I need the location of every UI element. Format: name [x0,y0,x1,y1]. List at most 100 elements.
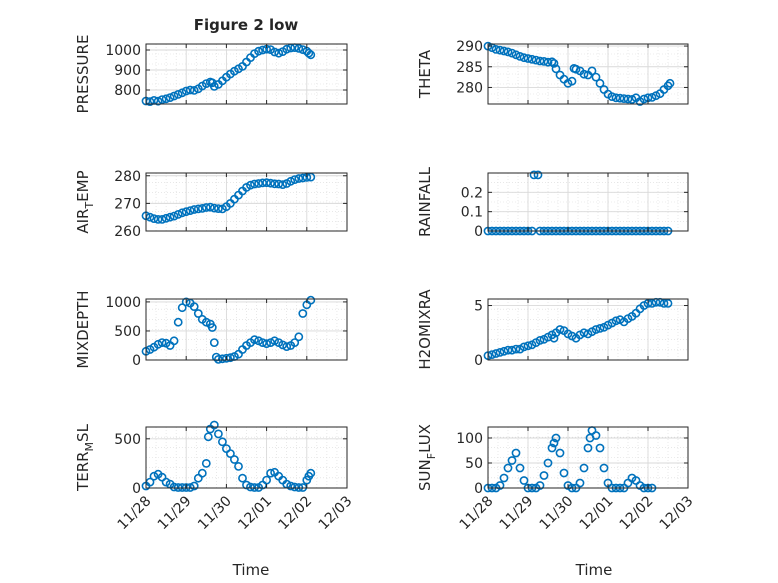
data-point [611,316,621,326]
data-point [611,93,621,103]
data-point [507,48,517,58]
data-point [579,69,589,79]
ylabel-mixdepth: MIXDEPTH [74,290,92,368]
data-point [665,78,675,88]
data-point [306,468,316,478]
data-point [181,86,191,96]
grid-sun_flux [487,427,689,489]
data-point [254,46,263,56]
data-point [258,45,267,55]
data-point [599,463,609,473]
panel-mixdepth: 0 500 1000 MIXDEPTH [74,290,348,369]
panel-h2omixra: 0 5 H2OMIXRA [416,289,689,370]
ylabel-theta: THETA [416,49,434,99]
data-point [153,96,163,106]
data-point [262,475,271,485]
data-point [511,344,521,354]
y-tick-label: 0 [474,353,483,369]
xlabel-left: Time [232,561,270,579]
data-point [555,448,565,458]
ylabel-h2omixra: H2OMIXRA [416,289,434,370]
data-point [519,53,529,63]
data-point [270,179,279,189]
data-point [551,433,561,443]
data-point [591,431,601,440]
data-point [294,44,304,53]
data-point [511,448,521,458]
data-point [511,50,521,60]
data-point [169,91,179,101]
data-point [181,207,191,217]
data-point [189,86,199,95]
y-tick-label: 0 [132,481,141,497]
data-point [238,473,247,483]
data-point [169,482,179,492]
data-point [499,346,509,356]
ylabel-air_temp: AIRTEMP [74,170,96,233]
grid-pressure [145,44,348,104]
data-point [250,335,259,345]
data-point [547,443,557,453]
axes-box [487,426,689,489]
data-point [177,303,187,313]
data-point [173,209,183,219]
data-point [213,204,223,213]
data-point [515,463,525,473]
data-point [549,59,559,68]
data-point [615,93,625,103]
data-point [165,93,175,102]
data-point [531,55,541,65]
panel-rainfall: 0 0.1 0.2 RAINFALL [416,166,689,240]
y-tick-label: 290 [456,39,483,55]
axes-box [487,172,689,232]
data-point [527,54,537,64]
data-point [499,473,509,483]
data-point [274,179,284,189]
data-point [286,176,296,186]
data-point [579,463,589,473]
data-point [213,429,223,439]
y-tick-label: 500 [114,324,141,340]
data-point [495,347,505,357]
data-point [535,481,545,490]
data-point [209,420,219,430]
data-point [262,178,271,188]
data-point [503,463,513,473]
y-tick-label: 0 [474,481,483,497]
y-tick-label: 280 [456,80,483,96]
axes-box [145,172,348,232]
data-point [229,455,239,464]
y-tick-label: 500 [114,432,141,448]
data-point [607,92,617,101]
data-point [201,458,211,468]
axes-box [487,298,689,361]
data-point [523,341,533,351]
y-tick-label: 280 [114,169,141,185]
data-point [499,46,509,56]
data-point [217,437,227,447]
data-point [185,85,195,95]
y-tick-label: 0 [132,353,141,369]
data-point [262,339,271,349]
data-point [555,325,565,334]
data-point [282,342,292,351]
data-point [209,338,219,347]
data-point [519,476,529,485]
data-point [254,179,263,188]
data-point [507,456,517,465]
data-point [306,50,316,60]
data-point [571,64,581,74]
data-point [591,325,601,334]
data-point [197,468,207,478]
data-point [165,212,175,222]
data-point [529,170,539,180]
data-point [205,202,215,212]
y-tick-label: 0.1 [461,205,483,221]
data-point [221,353,231,363]
data-point [549,438,559,448]
data-point [579,328,589,338]
series-h2omixra [483,297,673,360]
data-point [234,461,243,471]
data-point [591,72,601,82]
data-point [209,82,219,91]
